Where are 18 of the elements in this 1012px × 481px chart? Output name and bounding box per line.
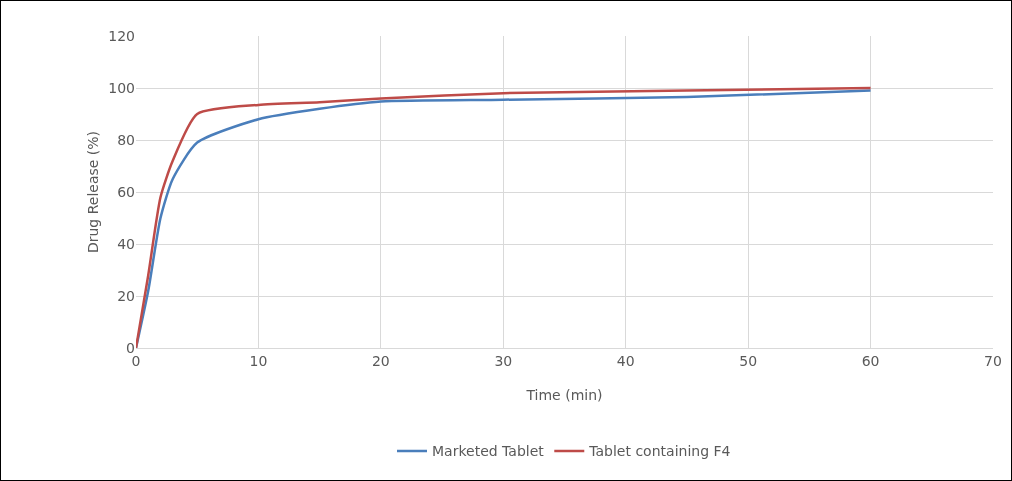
x-tick-label: 50 xyxy=(739,352,758,369)
legend-label: Tablet containing F4 xyxy=(588,443,731,460)
x-tick-label: 70 xyxy=(984,352,1002,369)
y-axis-title: Drug Release (%) xyxy=(85,130,101,254)
y-tick-label: 0 xyxy=(126,339,135,356)
y-tick-label: 20 xyxy=(117,287,135,304)
y-tick-label: 80 xyxy=(117,131,135,148)
y-tick-label: 60 xyxy=(117,183,135,200)
x-axis-title: Time (min) xyxy=(525,387,603,403)
x-tick-label: 10 xyxy=(249,352,268,369)
x-tick-label: 30 xyxy=(494,352,513,369)
legend-label: Marketed Tablet xyxy=(432,443,545,460)
y-tick-label: 100 xyxy=(108,79,135,96)
y-tick-label: 120 xyxy=(108,27,135,44)
x-tick-label: 60 xyxy=(861,352,880,369)
y-tick-label: 40 xyxy=(117,235,135,252)
x-tick-label: 40 xyxy=(616,352,635,369)
x-tick-label: 20 xyxy=(371,352,390,369)
